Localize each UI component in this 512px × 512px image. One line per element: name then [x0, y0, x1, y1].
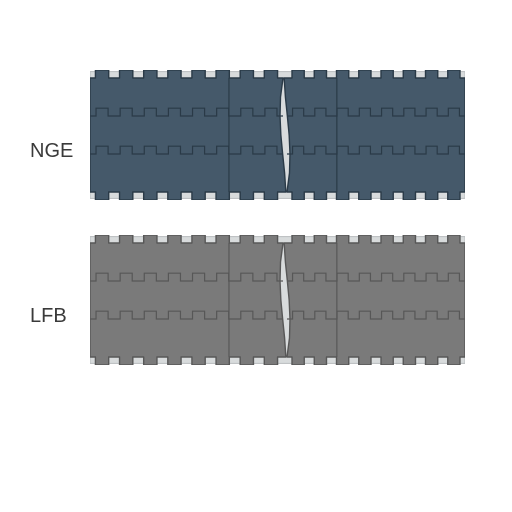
belt-nge	[90, 70, 465, 205]
label-lfb: LFB	[30, 305, 67, 328]
belt-lfb	[90, 235, 465, 370]
label-nge: NGE	[30, 140, 73, 163]
